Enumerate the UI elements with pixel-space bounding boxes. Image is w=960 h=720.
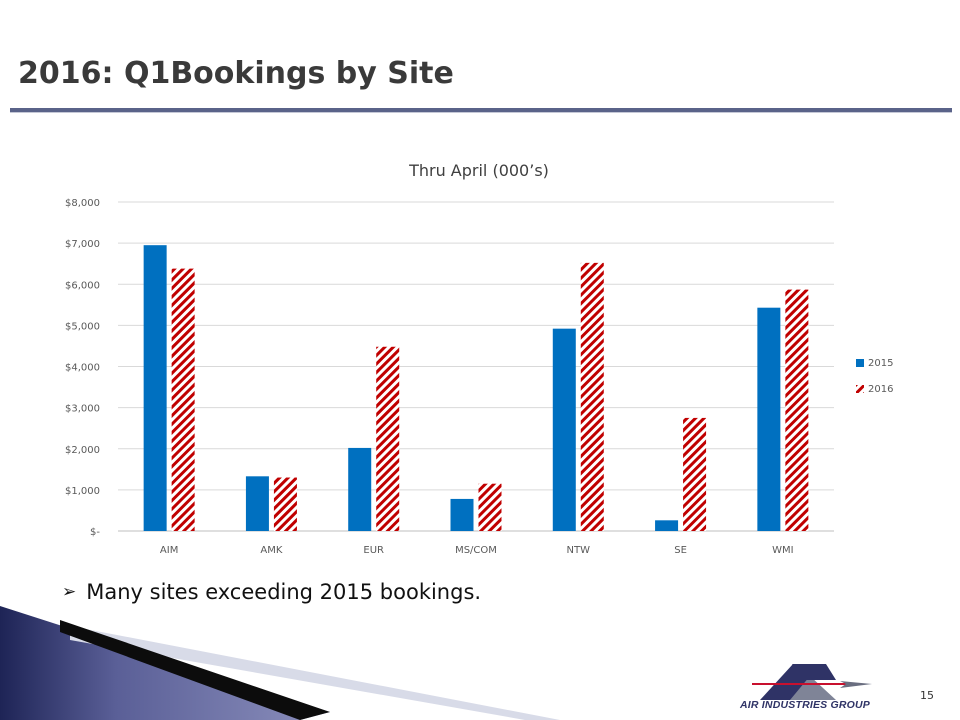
chart-legend: 2015 2016 [856, 358, 893, 395]
bar-2015-se [655, 520, 679, 531]
x-tick-label: MS/COM [455, 545, 497, 556]
bar-2016-ntw [580, 262, 604, 531]
bar-2015-eur [348, 447, 372, 531]
y-tick-label: $6,000 [65, 280, 100, 291]
legend-label-2015: 2015 [868, 358, 893, 369]
corner-swoosh-light [70, 626, 560, 720]
bar-2016-amk [273, 477, 297, 531]
x-tick-label: AMK [260, 545, 282, 556]
bullet-point: ➢ Many sites exceeding 2015 bookings. [62, 580, 481, 604]
slide-title: 2016: Q1Bookings by Site [18, 56, 454, 91]
legend-swatch-2016 [856, 385, 864, 393]
bar-2015-amk [245, 476, 269, 531]
corner-swoosh-dark [60, 620, 330, 720]
bullet-text: Many sites exceeding 2015 bookings. [86, 580, 482, 604]
y-tick-label: $7,000 [65, 239, 100, 250]
bar-2016-wmi [785, 289, 809, 531]
x-axis-ticks: AIM AMK EUR MS/COM NTW SE WMI [160, 545, 794, 556]
x-tick-label: EUR [363, 545, 384, 556]
y-tick-label: $5,000 [65, 321, 100, 332]
y-axis-ticks: $- $1,000 $2,000 $3,000 $4,000 $5,000 $6,000 $7… [65, 198, 100, 538]
x-tick-label: SE [674, 545, 687, 556]
y-tick-label: $2,000 [65, 445, 100, 456]
title-divider [10, 108, 952, 112]
x-tick-label: WMI [772, 545, 793, 556]
bar-2016-eur [376, 346, 400, 531]
y-tick-label: $1,000 [65, 486, 100, 497]
bar-2015-aim [143, 245, 167, 531]
x-tick-label: AIM [160, 545, 178, 556]
title-divider-shadow [10, 112, 952, 113]
bar-2016-ms-com [478, 483, 502, 531]
chart-bars [143, 245, 809, 531]
bar-2016-se [683, 417, 707, 531]
company-logo-text: AIR INDUSTRIES GROUP [740, 699, 871, 711]
bar-2015-ntw [552, 328, 576, 531]
bar-2015-wmi [757, 307, 781, 531]
page-number: 15 [920, 689, 934, 702]
y-tick-label: $- [90, 527, 100, 538]
bar-2016-aim [171, 268, 195, 531]
chart-gridlines [118, 201, 834, 532]
right-arrowhead-icon: ➢ [62, 582, 77, 602]
y-tick-label: $4,000 [65, 363, 100, 374]
legend-swatch-2015 [856, 359, 864, 367]
jet-triangle-logo-icon [752, 664, 872, 700]
y-tick-label: $3,000 [65, 404, 100, 415]
x-tick-label: NTW [567, 545, 591, 556]
legend-label-2016: 2016 [868, 384, 893, 395]
bar-2015-ms-com [450, 498, 474, 531]
y-tick-label: $8,000 [65, 198, 100, 209]
chart-title: Thru April (000’s) [408, 161, 549, 180]
